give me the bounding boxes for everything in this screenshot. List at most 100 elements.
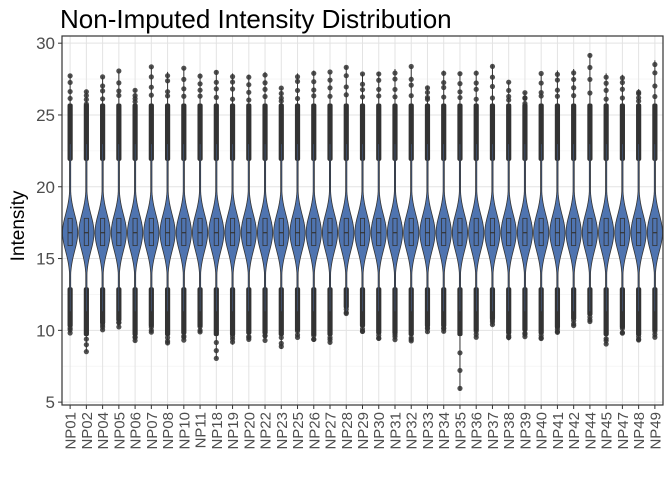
outlier-point — [571, 76, 577, 83]
upper-outlier-band — [148, 103, 154, 161]
outlier-point — [359, 87, 366, 93]
outlier-point — [83, 336, 89, 342]
outlier-point — [148, 74, 154, 80]
box-iqr — [67, 217, 73, 247]
upper-outlier-band — [424, 103, 431, 161]
outlier-point — [116, 80, 122, 86]
y-tick-label: 30 — [36, 34, 55, 53]
x-tick-label: NP04 — [95, 412, 112, 450]
outlier-point — [652, 70, 658, 76]
x-tick-label: NP39 — [517, 412, 534, 450]
x-tick-label: NP08 — [160, 412, 177, 450]
outlier-point — [67, 73, 73, 79]
outlier-point — [278, 343, 284, 350]
outlier-point — [278, 85, 284, 91]
outlier-point — [132, 93, 138, 99]
x-tick-label: NP10 — [176, 412, 193, 450]
outlier-point — [473, 334, 479, 340]
outlier-point — [294, 328, 301, 334]
outlier-point — [408, 93, 414, 99]
outlier-point — [571, 85, 577, 91]
outlier-point — [554, 93, 561, 99]
outlier-point — [343, 310, 349, 317]
outlier-point — [262, 93, 268, 100]
outlier-point — [343, 73, 349, 79]
outlier-point — [652, 83, 658, 89]
upper-outlier-band — [554, 103, 561, 161]
outlier-point — [116, 68, 122, 74]
box-iqr — [311, 217, 317, 247]
outlier-point — [213, 348, 219, 354]
outlier-point — [327, 339, 333, 345]
outlier-point — [343, 64, 349, 70]
outlier-point — [116, 324, 122, 330]
outlier-point — [83, 96, 89, 103]
upper-outlier-band — [83, 103, 89, 161]
outlier-point — [311, 336, 317, 343]
upper-outlier-band — [603, 103, 609, 161]
upper-outlier-band — [197, 103, 203, 161]
outlier-point — [213, 79, 219, 85]
outlier-point — [571, 70, 577, 76]
box-iqr — [506, 217, 512, 247]
x-tick-label: NP48 — [631, 412, 648, 450]
outlier-point — [489, 321, 496, 328]
outlier-point — [197, 81, 203, 87]
outlier-point — [164, 78, 171, 84]
outlier-point — [83, 101, 89, 107]
y-tick-label: 20 — [36, 178, 55, 197]
outlier-point — [489, 95, 496, 101]
outlier-point — [587, 64, 593, 71]
outlier-point — [181, 86, 187, 92]
outlier-point — [554, 87, 561, 93]
y-tick-label: 15 — [36, 250, 55, 269]
upper-outlier-band — [636, 103, 642, 161]
outlier-point — [164, 73, 171, 79]
upper-outlier-band — [246, 103, 252, 161]
outlier-point — [67, 88, 73, 95]
upper-outlier-band — [229, 103, 236, 161]
outlier-point — [181, 76, 187, 82]
outlier-point — [554, 71, 561, 77]
upper-outlier-band — [262, 103, 268, 161]
upper-outlier-band — [132, 103, 138, 161]
outlier-point — [294, 74, 301, 80]
outlier-point — [603, 96, 609, 102]
outlier-point — [148, 329, 154, 335]
outlier-point — [376, 335, 382, 341]
outlier-point — [116, 320, 122, 326]
outlier-point — [229, 96, 236, 102]
outlier-point — [473, 70, 479, 76]
outlier-point — [441, 328, 447, 334]
outlier-point — [457, 89, 463, 95]
outlier-point — [213, 339, 219, 346]
outlier-point — [100, 74, 106, 80]
outlier-point — [343, 84, 349, 90]
upper-outlier-band — [213, 103, 219, 161]
x-tick-label: NP30 — [371, 412, 388, 450]
outlier-point — [311, 79, 317, 85]
box-iqr — [359, 217, 365, 247]
outlier-point — [441, 70, 447, 76]
box-iqr — [116, 217, 122, 247]
outlier-point — [100, 83, 106, 89]
outlier-point — [148, 64, 154, 70]
outlier-point — [100, 88, 106, 94]
outlier-point — [587, 76, 593, 83]
outlier-point — [441, 84, 447, 91]
outlier-point — [132, 337, 138, 344]
outlier-point — [603, 80, 609, 86]
upper-outlier-band — [473, 103, 479, 161]
outlier-point — [538, 335, 544, 342]
upper-outlier-band — [441, 103, 447, 161]
outlier-point — [571, 93, 577, 99]
outlier-point — [229, 339, 236, 345]
outlier-point — [116, 88, 122, 94]
outlier-point — [197, 73, 203, 79]
outlier-point — [489, 74, 496, 80]
x-tick-label: NP27 — [323, 412, 340, 450]
outlier-point — [473, 96, 479, 102]
outlier-point — [619, 75, 625, 81]
box-iqr — [246, 217, 252, 247]
